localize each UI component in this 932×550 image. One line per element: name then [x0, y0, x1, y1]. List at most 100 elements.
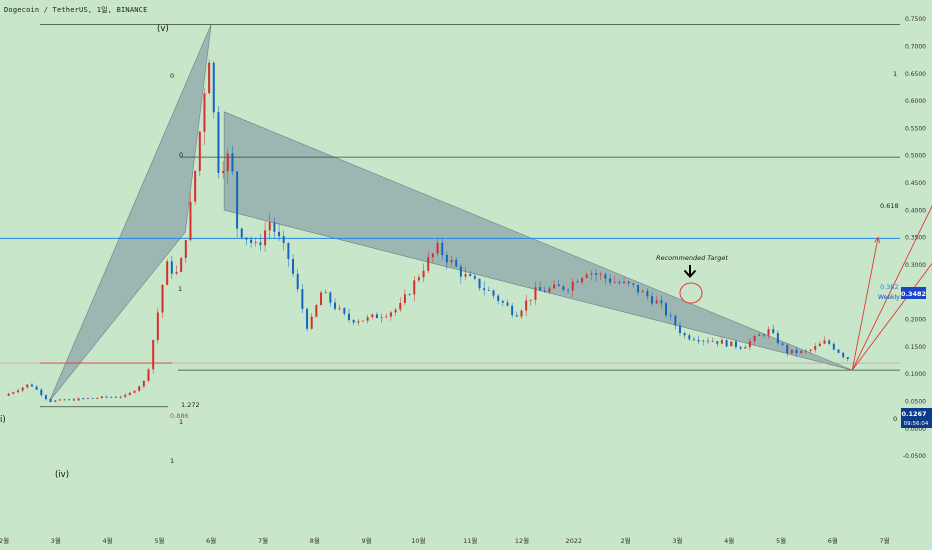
- candle-body: [842, 352, 845, 358]
- fib-left-1272: 1.272: [181, 401, 200, 409]
- candle-body: [91, 398, 94, 399]
- candle-body: [716, 341, 719, 344]
- candle-body: [557, 284, 560, 287]
- candle-body: [725, 340, 728, 347]
- candle-body: [525, 300, 528, 311]
- candle-body: [576, 281, 579, 283]
- candle-body: [646, 291, 649, 297]
- candle-body: [604, 274, 607, 279]
- weekly-label: Weekly: [878, 294, 900, 301]
- candle-body: [100, 396, 103, 399]
- candle-body: [464, 274, 467, 277]
- candle-body: [814, 346, 817, 350]
- candle-body: [212, 62, 215, 113]
- candle-body: [553, 284, 556, 289]
- candle-body: [320, 292, 323, 306]
- candle-body: [417, 277, 420, 281]
- candle-body: [739, 346, 742, 349]
- wave-label-left-cut: i): [0, 415, 6, 425]
- candle-body: [124, 394, 127, 397]
- last-price-value: 0.1267: [901, 410, 926, 418]
- price-tick-label: 0.7000: [905, 43, 926, 50]
- weekly-price-tag: [901, 287, 926, 299]
- candle-body: [30, 384, 33, 387]
- candle-body: [776, 333, 779, 344]
- candle-body: [730, 341, 733, 347]
- projection-arrowhead-1: [874, 236, 881, 244]
- time-tick-label: 2월: [0, 536, 9, 545]
- candle-body: [637, 284, 640, 293]
- candle-body: [7, 393, 10, 396]
- price-tick-label: 0.1500: [905, 344, 926, 351]
- time-axis[interactable]: 2월 3월 4월 5월 6월 7월 8월 9월 10월 11월 12월 2022 2월 3월 4월 5월 6월 7…: [0, 536, 890, 545]
- candle-body: [245, 237, 248, 240]
- candle-body: [329, 292, 332, 303]
- candle-body: [450, 260, 453, 263]
- price-tick-label: 0.5500: [905, 125, 926, 132]
- candle-body: [366, 317, 369, 321]
- candle-body: [501, 300, 504, 303]
- candle-body: [40, 389, 43, 396]
- candle-body: [394, 309, 397, 313]
- fib-left-0886: 0.886: [170, 412, 189, 420]
- candle-body: [767, 329, 770, 336]
- candle-body: [68, 399, 71, 401]
- fibonacci-labels: 1 0.618 0.382 0 0 0 1 1.272 0.886 1 1: [170, 70, 899, 465]
- candle-body: [54, 400, 57, 402]
- candle-body: [590, 273, 593, 275]
- candle-body: [63, 399, 66, 401]
- candlesticks: [7, 59, 849, 403]
- candle-body: [236, 171, 239, 229]
- candle-body: [837, 349, 840, 353]
- candle-body: [459, 266, 462, 277]
- candle-body: [445, 255, 448, 263]
- candle-body: [12, 392, 15, 394]
- candle-body: [166, 261, 169, 285]
- candle-body: [487, 290, 490, 291]
- candle-body: [380, 317, 383, 319]
- candle-body: [208, 62, 211, 94]
- candle-body: [515, 315, 518, 317]
- price-tick-label: 0.5000: [905, 153, 926, 160]
- candle-body: [268, 222, 271, 231]
- candle-body: [441, 242, 444, 256]
- candle-body: [627, 281, 630, 284]
- candle-body: [431, 253, 434, 258]
- candle-body: [660, 300, 663, 304]
- candle-body: [203, 93, 206, 132]
- recommended-target-label: Recommended Target: [656, 254, 728, 262]
- fib-left-1-wedge: 1: [178, 285, 182, 293]
- candle-body: [338, 308, 341, 309]
- candle-body: [175, 271, 178, 274]
- candle-body: [306, 308, 309, 329]
- candle-body: [72, 399, 75, 401]
- candle-body: [231, 153, 234, 172]
- fib-left-1-bottom: 1: [170, 457, 174, 465]
- candle-body: [105, 396, 108, 398]
- candle-body: [548, 288, 551, 293]
- candle-body: [310, 316, 313, 329]
- wave-label-v: (v): [157, 24, 169, 34]
- candle-body: [58, 399, 61, 401]
- candle-body: [744, 347, 747, 349]
- candle-body: [506, 302, 509, 306]
- candle-body: [35, 386, 38, 390]
- time-tick-label: 6월: [206, 536, 216, 545]
- price-tags: Weekly 0.3482 0.1267 09:56:04: [878, 287, 932, 428]
- candle-body: [194, 170, 197, 202]
- time-tick-label: 4월: [103, 536, 113, 545]
- candle-body: [436, 242, 439, 254]
- price-tick-label: 0.7500: [905, 16, 926, 23]
- candle-body: [585, 274, 588, 278]
- price-tick-label: 0.0500: [905, 398, 926, 405]
- candle-body: [189, 201, 192, 241]
- candle-body: [133, 390, 136, 393]
- candle-body: [264, 230, 267, 246]
- candle-body: [240, 228, 243, 238]
- candle-body: [427, 257, 430, 271]
- candle-body: [828, 340, 831, 344]
- candle-body: [21, 387, 24, 391]
- candle-body: [254, 242, 257, 244]
- candle-body: [748, 341, 751, 348]
